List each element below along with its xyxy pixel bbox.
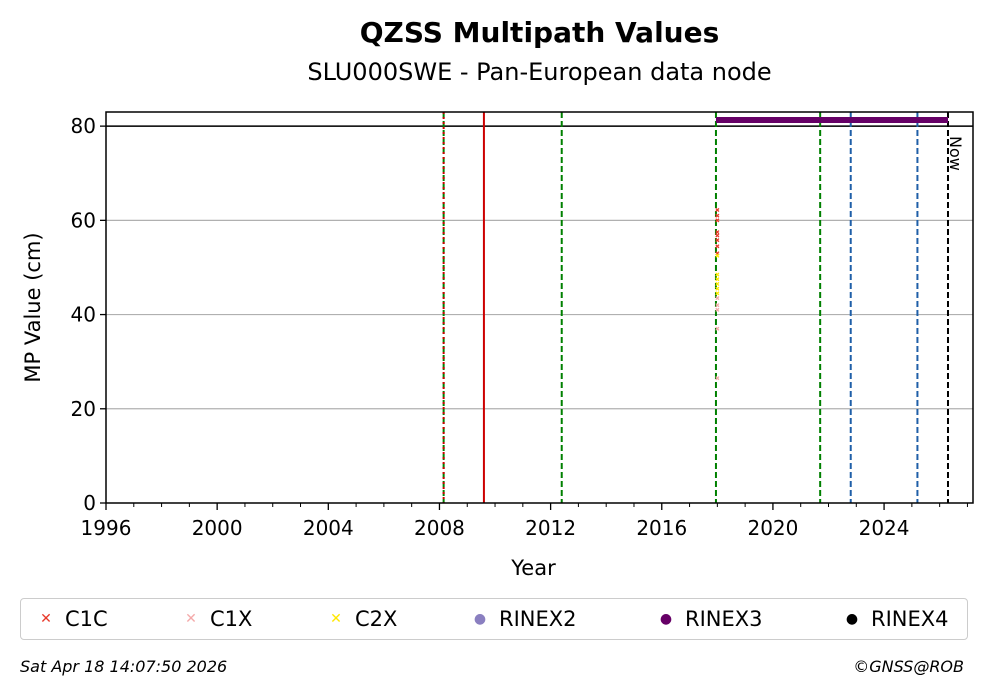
legend-label-rinex2: RINEX2 (499, 607, 577, 631)
point-stroke-b (715, 326, 720, 331)
point-c1x-2 (715, 307, 720, 312)
x-tick-label-1996: 1996 (81, 516, 132, 540)
point-c2x-5 (715, 253, 720, 258)
legend-label-c1x: C1X (210, 607, 253, 631)
y-axis-label: MP Value (cm) (21, 232, 45, 382)
point-stroke-b (715, 213, 720, 218)
point-c1x-4 (715, 376, 720, 381)
point-stroke-b (715, 238, 720, 243)
y-tick-label-20: 20 (71, 397, 96, 421)
point-c1c-2 (715, 218, 720, 223)
point-stroke-b (715, 277, 720, 282)
legend-label-rinex4: RINEX4 (871, 607, 949, 631)
legend: ✕ C1C ✕ C1X ✕ C2X ● RINEX2 ● RINEX3 ● RI… (20, 598, 968, 640)
point-stroke-b (715, 376, 720, 381)
x-tick-label-2020: 2020 (747, 516, 798, 540)
legend-label-c2x: C2X (355, 607, 398, 631)
legend-item-rinex4: ● RINEX4 (843, 607, 949, 631)
legend-item-c1x: ✕ C1X (182, 607, 252, 631)
y-tick-label-40: 40 (71, 303, 96, 327)
x-tick-label-2024: 2024 (859, 516, 910, 540)
point-stroke-b (715, 207, 720, 213)
point-c1c-4 (715, 233, 720, 238)
x-axis-label: Year (510, 556, 556, 580)
legend-item-c2x: ✕ C2X (327, 607, 397, 631)
legend-marker-c2x: ✕ (330, 611, 342, 627)
point-c1c-1 (715, 213, 720, 218)
legend-item-c1c: ✕ C1C (37, 607, 108, 631)
point-stroke-b (715, 272, 720, 277)
point-c2x-3 (715, 286, 720, 291)
legend-marker-rinex3: ● (659, 611, 673, 627)
point-stroke-b (715, 218, 720, 223)
legend-marker-rinex4: ● (845, 611, 859, 627)
point-c2x-1 (715, 277, 720, 282)
point-stroke-b (715, 281, 720, 287)
x-tick-label-2016: 2016 (636, 516, 687, 540)
point-c1x-0 (715, 296, 720, 301)
y-tick-label-60: 60 (71, 208, 96, 232)
x-tick-label-2000: 2000 (192, 516, 243, 540)
point-c1c-6 (715, 244, 720, 249)
point-c2x-4 (715, 291, 720, 296)
x-tick-label-2012: 2012 (525, 516, 576, 540)
legend-marker-c1c: ✕ (40, 611, 52, 627)
legend-item-rinex2: ● RINEX2 (471, 607, 577, 631)
point-stroke-b (715, 233, 720, 238)
legend-item-rinex3: ● RINEX3 (657, 607, 763, 631)
point-stroke-b (715, 296, 720, 301)
y-tick-label-0: 0 (83, 491, 96, 515)
legend-marker-c1x: ✕ (185, 611, 197, 627)
point-c1c-3 (715, 230, 720, 235)
point-stroke-b (715, 291, 720, 296)
point-c1c-0 (715, 207, 720, 213)
point-stroke-b (715, 244, 720, 249)
footer-timestamp: Sat Apr 18 14:07:50 2026 (20, 657, 228, 676)
footer-credit: ©GNSS@ROB (853, 657, 964, 676)
plot-frame (105, 111, 974, 504)
point-stroke-b (715, 303, 720, 308)
now-label: Now (946, 136, 965, 171)
legend-label-c1c: C1C (65, 607, 108, 631)
chart-title: QZSS Multipath Values (359, 16, 720, 49)
point-stroke-b (715, 307, 720, 312)
point-c1x-3 (715, 326, 720, 331)
point-stroke-b (715, 253, 720, 258)
x-tick-label-2008: 2008 (414, 516, 465, 540)
y-tick-label-80: 80 (71, 114, 96, 138)
legend-marker-rinex2: ● (473, 611, 487, 627)
point-c1x-1 (715, 303, 720, 308)
point-c1c-5 (715, 238, 720, 243)
point-stroke-b (715, 286, 720, 291)
chart-subtitle: SLU000SWE - Pan-European data node (307, 58, 772, 86)
point-stroke-b (715, 230, 720, 235)
point-c2x-0 (715, 272, 720, 277)
legend-label-rinex3: RINEX3 (685, 607, 763, 631)
x-tick-label-2004: 2004 (303, 516, 354, 540)
point-c2x-2 (715, 281, 720, 287)
